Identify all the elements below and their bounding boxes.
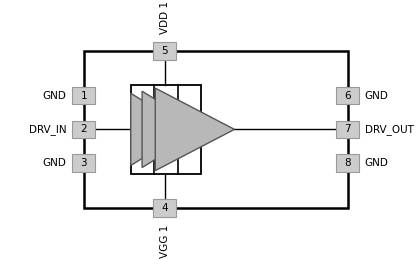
Text: 4: 4 (161, 203, 168, 213)
Bar (72, 87, 95, 104)
Text: 8: 8 (344, 158, 351, 168)
Bar (336, 121, 359, 138)
Text: VGG 1: VGG 1 (160, 225, 170, 258)
Bar (154, 199, 176, 217)
Text: 5: 5 (161, 46, 168, 56)
Polygon shape (131, 93, 189, 166)
Bar (131, 85, 201, 174)
Text: VDD 1: VDD 1 (160, 1, 170, 34)
Text: 3: 3 (80, 158, 87, 168)
Text: 2: 2 (80, 124, 87, 134)
Bar (336, 154, 359, 172)
Text: DRV_IN: DRV_IN (29, 124, 67, 135)
Bar (72, 121, 95, 138)
Text: 6: 6 (344, 91, 351, 101)
Text: GND: GND (43, 91, 67, 101)
Polygon shape (155, 88, 235, 171)
Text: 1: 1 (80, 91, 87, 101)
Text: 7: 7 (344, 124, 351, 134)
Bar (84, 51, 347, 208)
Text: GND: GND (364, 91, 389, 101)
Bar (336, 87, 359, 104)
Bar (154, 42, 176, 60)
Text: GND: GND (43, 158, 67, 168)
Text: DRV_OUT: DRV_OUT (364, 124, 414, 135)
Text: GND: GND (364, 158, 389, 168)
Polygon shape (142, 91, 204, 168)
Bar (72, 154, 95, 172)
